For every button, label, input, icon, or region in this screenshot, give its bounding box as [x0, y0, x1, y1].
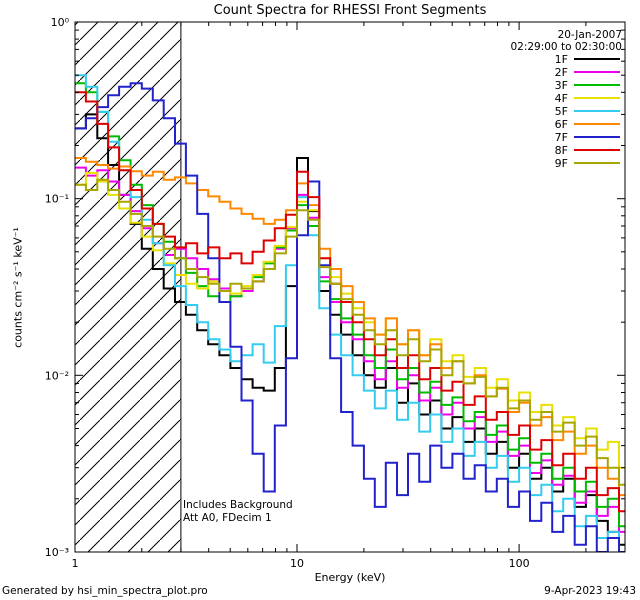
plot-title: Count Spectra for RHESSI Front Segments: [213, 3, 487, 18]
x-tick-label: 1: [72, 557, 79, 570]
background-note: Includes Background: [183, 499, 293, 511]
spectra-series: [75, 74, 625, 552]
series-1F-line: [75, 113, 625, 546]
y-tick-label: 10⁻³: [45, 546, 69, 559]
y-tick-label: 10⁰: [51, 16, 70, 29]
y-axis-label: counts cm⁻² s⁻¹ keV⁻¹: [11, 227, 25, 348]
y-tick-label: 10⁻²: [45, 369, 69, 382]
plot-frame: [74, 21, 626, 553]
legend-label-4F: 4F: [555, 92, 568, 105]
legend-label-6F: 6F: [555, 118, 568, 131]
series-9F-line: [75, 178, 625, 486]
series-6F-line: [75, 157, 625, 497]
legend-label-7F: 7F: [555, 131, 568, 144]
legend-label-3F: 3F: [555, 79, 568, 92]
legend-label-5F: 5F: [555, 105, 568, 118]
series-7F-line: [75, 82, 625, 552]
footer-program: Generated by hsi_min_spectra_plot.pro: [2, 585, 208, 597]
legend-label-1F: 1F: [555, 53, 568, 66]
y-tick-label: 10⁻¹: [45, 193, 69, 206]
x-tick-label: 10: [290, 557, 304, 570]
attenuator-note: Att A0, FDecim 1: [183, 512, 272, 524]
x-tick-label: 100: [509, 557, 530, 570]
legend-label-9F: 9F: [555, 157, 568, 170]
series-3F-line: [75, 82, 625, 528]
tick-labels: 1 10 100 10⁰ 10⁻¹ 10⁻² 10⁻³: [45, 16, 530, 570]
footer-datetime: 9-Apr-2023 19:43: [544, 585, 636, 597]
obs-time-range: 02:29:00 to 02:30:00: [510, 41, 622, 53]
legend-label-2F: 2F: [555, 66, 568, 79]
obs-date: 20-Jan-2007: [557, 29, 622, 41]
series-5F-line: [75, 74, 625, 552]
legend-label-8F: 8F: [555, 144, 568, 157]
x-axis-label: Energy (keV): [314, 571, 386, 584]
axis-ticks: [74, 21, 625, 553]
